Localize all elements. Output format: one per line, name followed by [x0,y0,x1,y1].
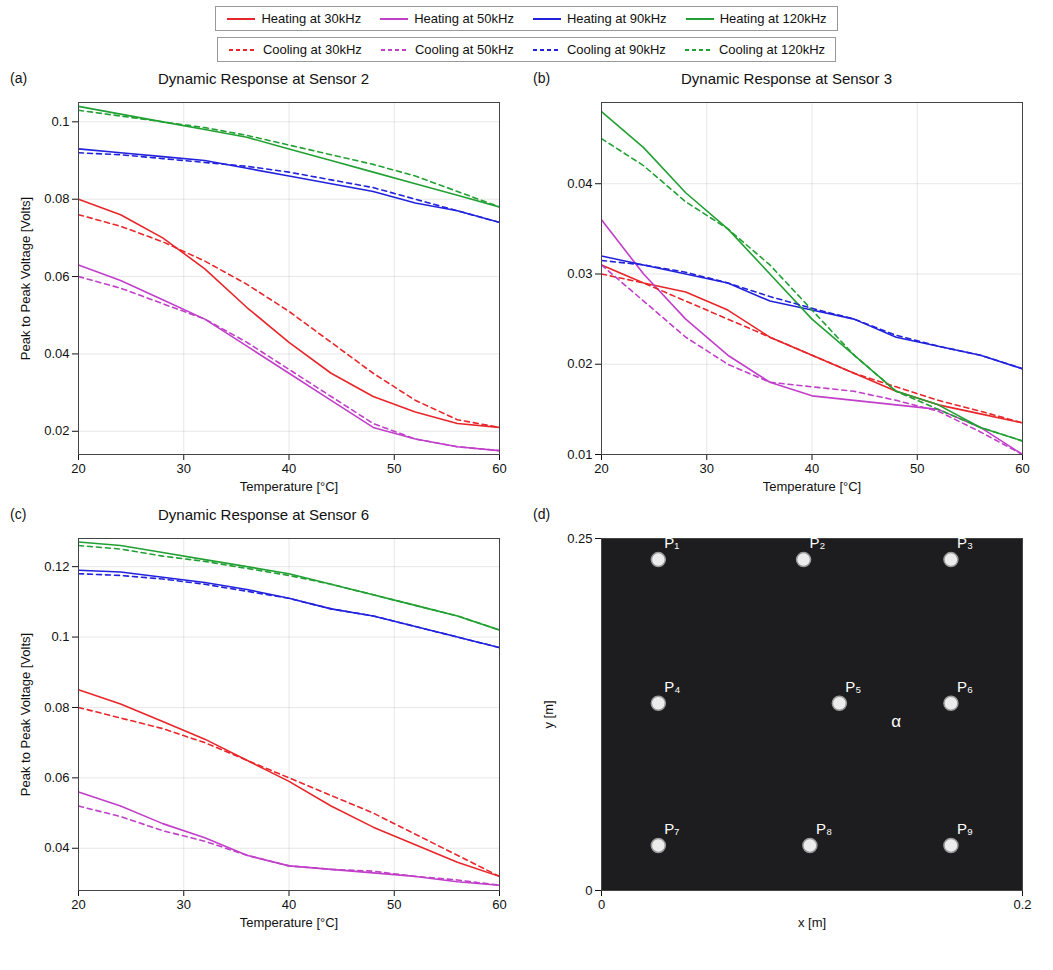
svg-text:0.1: 0.1 [51,629,69,644]
svg-text:P₁: P₁ [664,534,679,551]
svg-text:50: 50 [387,897,401,912]
svg-text:0.25: 0.25 [567,531,592,546]
html-text:(d): (d) [533,506,551,522]
svg-text:Peak to Peak Voltage [Volts]: Peak to Peak Voltage [Volts] [18,197,33,360]
svg-text:60: 60 [492,897,506,912]
html-text:Cooling at 50kHz: Cooling at 50kHz [414,42,514,57]
svg-text:Temperature [°C]: Temperature [°C] [240,479,338,494]
html-text:Dynamic Response at Sensor 2: Dynamic Response at Sensor 2 [158,70,369,87]
svg-text:P₉: P₉ [957,820,973,837]
html-text:Dynamic Response at Sensor 6: Dynamic Response at Sensor 6 [158,506,369,523]
svg-text:α: α [891,712,901,731]
html-text:Dynamic Response at Sensor 3: Dynamic Response at Sensor 3 [681,70,892,87]
svg-text:0.12: 0.12 [44,559,69,574]
svg-text:Temperature [°C]: Temperature [°C] [763,479,861,494]
svg-text:30: 30 [177,897,191,912]
svg-text:20: 20 [71,897,85,912]
svg-text:0.04: 0.04 [567,176,592,191]
svg-text:50: 50 [387,461,401,476]
svg-text:0.02: 0.02 [44,423,69,438]
svg-text:P₃: P₃ [957,534,973,551]
svg-text:60: 60 [1015,461,1029,476]
html-text:Heating at 120kHz: Heating at 120kHz [719,11,827,26]
svg-text:0.06: 0.06 [44,770,69,785]
svg-text:0.06: 0.06 [44,269,69,284]
html-text:Cooling at 90kHz: Cooling at 90kHz [566,42,666,57]
html-text:(a): (a) [10,70,28,86]
svg-text:20: 20 [594,461,608,476]
svg-text:x [m]: x [m] [798,915,826,930]
svg-text:Peak to Peak Voltage [Volts]: Peak to Peak Voltage [Volts] [18,633,33,796]
svg-text:P₇: P₇ [664,820,679,837]
html-text:Cooling at 120kHz: Cooling at 120kHz [718,42,826,57]
svg-text:30: 30 [177,461,191,476]
svg-text:P₅: P₅ [845,678,861,695]
svg-text:40: 40 [282,461,296,476]
svg-text:40: 40 [282,897,296,912]
svg-text:0.04: 0.04 [44,840,69,855]
svg-text:0.08: 0.08 [44,191,69,206]
svg-text:40: 40 [805,461,819,476]
svg-text:30: 30 [700,461,714,476]
svg-text:60: 60 [492,461,506,476]
svg-text:50: 50 [910,461,924,476]
svg-text:0.08: 0.08 [44,700,69,715]
svg-text:Temperature [°C]: Temperature [°C] [240,915,338,930]
html-text:Cooling at 30kHz: Cooling at 30kHz [262,42,362,57]
svg-text:0: 0 [585,883,592,898]
svg-text:y [m]: y [m] [541,700,556,728]
html-text:Heating at 50kHz: Heating at 50kHz [414,11,514,26]
svg-text:P₂: P₂ [810,534,826,551]
svg-text:0.03: 0.03 [567,266,592,281]
svg-text:0.2: 0.2 [1013,897,1031,912]
html-text:Heating at 90kHz: Heating at 90kHz [566,11,667,26]
svg-text:P₄: P₄ [664,678,680,695]
svg-text:0.02: 0.02 [567,356,592,371]
html-text:(c): (c) [10,506,27,522]
html-text:Heating at 30kHz: Heating at 30kHz [261,11,362,26]
html-text:(b): (b) [533,70,551,86]
svg-text:0.01: 0.01 [567,447,592,462]
svg-text:0: 0 [598,897,605,912]
svg-text:20: 20 [71,461,85,476]
svg-text:P₆: P₆ [957,678,973,695]
svg-text:P₈: P₈ [816,820,832,837]
svg-text:0.1: 0.1 [51,114,69,129]
svg-text:0.04: 0.04 [44,346,69,361]
